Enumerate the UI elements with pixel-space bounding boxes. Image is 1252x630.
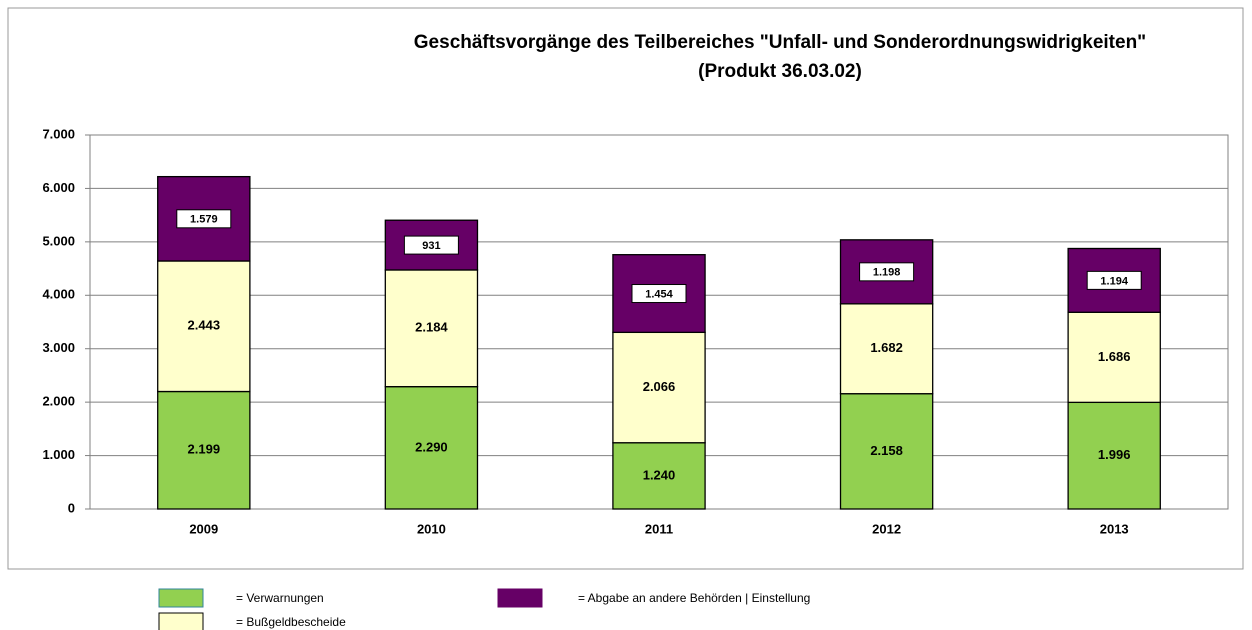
bar-segment xyxy=(839,303,934,395)
bar-segment xyxy=(384,385,479,510)
y-tick-label: 2.000 xyxy=(42,394,75,409)
data-label: 1.996 xyxy=(1098,447,1131,462)
legend-label: = Bußgeldbescheide xyxy=(236,615,346,629)
bar-segment xyxy=(157,260,251,393)
legend-swatch xyxy=(497,588,543,608)
y-tick-label: 3.000 xyxy=(42,340,75,355)
x-tick-label: 2011 xyxy=(645,521,673,536)
y-tick-label: 6.000 xyxy=(42,180,75,195)
data-label: 1.686 xyxy=(1098,349,1131,364)
data-label: 1.579 xyxy=(190,214,218,226)
bar-segment xyxy=(384,269,479,388)
legend-swatch xyxy=(158,588,204,608)
data-label: 2.184 xyxy=(415,320,448,335)
bar-segment xyxy=(612,442,706,510)
data-label: 2.066 xyxy=(643,379,676,394)
y-tick-label: 4.000 xyxy=(42,287,75,302)
bar-segment xyxy=(839,393,934,510)
data-label-box xyxy=(631,284,687,304)
y-tick-label: 5.000 xyxy=(42,233,75,248)
bar-segment xyxy=(1067,311,1161,404)
data-label: 1.454 xyxy=(645,288,673,300)
y-tick-label: 0 xyxy=(68,500,75,515)
x-tick-label: 2010 xyxy=(417,521,446,536)
x-tick-label: 2009 xyxy=(189,521,218,536)
legend-label: = Verwarnungen xyxy=(236,591,324,605)
chart-title: Geschäftsvorgänge des Teilbereiches "Unf… xyxy=(414,32,1146,53)
data-label: 2.443 xyxy=(188,318,221,333)
data-label-box xyxy=(859,262,915,282)
data-label: 1.198 xyxy=(873,267,901,279)
bar-segment xyxy=(157,390,251,510)
y-tick-label: 7.000 xyxy=(42,126,75,141)
data-label: 2.290 xyxy=(415,439,448,454)
data-label-box xyxy=(403,235,459,255)
data-label: 2.199 xyxy=(188,442,221,457)
data-label: 931 xyxy=(422,240,440,252)
bar-segment xyxy=(1067,401,1161,510)
data-label: 1.240 xyxy=(643,467,676,482)
data-label-box xyxy=(176,209,232,229)
bar-segment xyxy=(612,331,706,444)
data-label: 2.158 xyxy=(870,443,903,458)
legend-swatch xyxy=(158,612,204,630)
legend-label: = Abgabe an andere Behörden | Einstellun… xyxy=(578,591,810,605)
data-label-box xyxy=(1086,270,1142,290)
data-label: 1.194 xyxy=(1100,275,1128,287)
x-tick-label: 2012 xyxy=(872,521,901,536)
data-label: 1.682 xyxy=(870,340,903,355)
chart-subtitle: (Produkt 36.03.02) xyxy=(698,61,862,82)
y-tick-label: 1.000 xyxy=(42,447,75,462)
x-tick-label: 2013 xyxy=(1100,521,1129,536)
